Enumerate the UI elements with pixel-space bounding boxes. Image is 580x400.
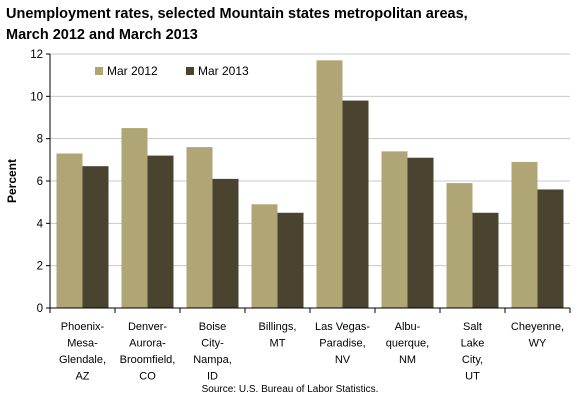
category-label-line: Cheyenne, xyxy=(511,321,564,333)
category-label-line: Phoenix- xyxy=(61,321,105,333)
category-label: Boise City- Nampa, ID xyxy=(193,321,232,383)
bar-mar-2012 xyxy=(316,60,343,308)
bar-mar-2013 xyxy=(342,100,369,308)
category-label-line: Glendale, xyxy=(59,354,106,366)
category-label-line: Albu- xyxy=(395,321,421,333)
category-label-line: MT xyxy=(270,338,286,350)
legend-swatch xyxy=(95,67,103,75)
bar-mar-2013 xyxy=(82,166,109,308)
y-tick-label: 10 xyxy=(30,91,43,103)
y-tick-label: 0 xyxy=(37,303,43,315)
category-label: Albu-querque, NM xyxy=(386,321,429,366)
category-label: Billings, MT xyxy=(259,321,297,350)
category-label-line: UT xyxy=(465,371,480,383)
category-label-line: Aurora- xyxy=(129,338,166,350)
category-label-line: Lake xyxy=(461,338,485,350)
category-label-line: Mesa- xyxy=(67,338,98,350)
chart-title-line-2: March 2012 and March 2013 xyxy=(6,27,198,43)
bar-mar-2012 xyxy=(381,151,408,308)
bar-mar-2013 xyxy=(407,157,434,308)
bar-mar-2012 xyxy=(511,161,538,308)
category-label-line: querque, xyxy=(386,338,429,350)
category-label-line: Billings, xyxy=(259,321,297,333)
y-axis-label: Percent xyxy=(5,159,19,203)
bar-mar-2013 xyxy=(472,212,499,308)
bar-mar-2012 xyxy=(446,183,473,308)
bar-mar-2012 xyxy=(186,147,213,308)
category-label-line: Las Vegas- xyxy=(315,321,370,333)
chart-title: Unemployment rates, selected Mountain st… xyxy=(6,4,566,46)
legend-swatch xyxy=(186,67,194,75)
category-label-line: NM xyxy=(399,354,416,366)
category-label: Cheyenne, WY xyxy=(511,321,564,350)
legend-label: Mar 2013 xyxy=(198,64,249,78)
legend-label: Mar 2012 xyxy=(107,64,158,78)
y-tick-label: 8 xyxy=(37,134,43,146)
category-label-line: Denver- xyxy=(128,321,167,333)
category-label-line: AZ xyxy=(75,371,89,383)
category-label-line: Boise xyxy=(199,321,227,333)
category-label-line: City, xyxy=(462,354,483,366)
category-label: Denver- Aurora- Broomfield, CO xyxy=(120,321,176,383)
category-label-line: Nampa, xyxy=(193,354,232,366)
y-tick-label: 2 xyxy=(37,261,43,273)
category-label-line: WY xyxy=(529,338,547,350)
bar-mar-2012 xyxy=(251,204,278,308)
category-label-line: ID xyxy=(207,371,218,383)
bar-mar-2012 xyxy=(56,153,83,308)
bar-mar-2013 xyxy=(277,212,304,308)
category-label-line: Salt xyxy=(463,321,482,333)
category-label-line: City- xyxy=(201,338,224,350)
category-label-line: Broomfield, xyxy=(120,354,176,366)
y-tick-label: 6 xyxy=(37,176,43,188)
bar-mar-2013 xyxy=(537,189,564,308)
y-tick-label: 12 xyxy=(30,49,43,61)
category-label: Phoenix- Mesa- Glendale, AZ xyxy=(59,321,106,383)
chart-title-line-1: Unemployment rates, selected Mountain st… xyxy=(6,6,468,22)
y-tick-label: 4 xyxy=(37,218,44,230)
category-label-line: Paradise, xyxy=(319,338,365,350)
category-label: Salt Lake City, UT xyxy=(461,321,485,383)
category-label: Las Vegas- Paradise, NV xyxy=(315,321,370,366)
category-label-line: CO xyxy=(139,371,156,383)
bar-mar-2013 xyxy=(147,155,174,308)
category-label-line: NV xyxy=(335,354,351,366)
bar-mar-2013 xyxy=(212,178,239,308)
bar-mar-2012 xyxy=(121,128,148,308)
source-note: Source: U.S. Bureau of Labor Statistics. xyxy=(201,384,379,395)
